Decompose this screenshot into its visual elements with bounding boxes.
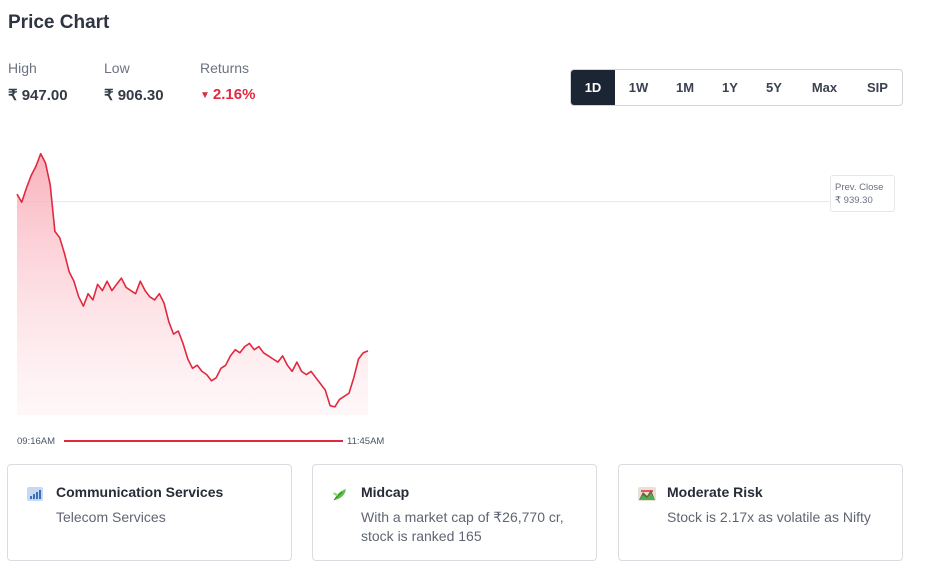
market-cap-card-title: Midcap <box>361 484 410 500</box>
range-1d-button[interactable]: 1D <box>571 70 615 105</box>
stat-returns-label: Returns <box>200 60 250 76</box>
risk-card-title: Moderate Risk <box>667 484 763 500</box>
range-1w-button[interactable]: 1W <box>628 80 649 95</box>
risk-card-desc: Stock is 2.17x as volatile as Nifty <box>667 509 871 525</box>
sector-card-desc: Telecom Services <box>56 509 166 525</box>
risk-card[interactable]: Moderate Risk Stock is 2.17x as volatile… <box>618 464 903 561</box>
market-cap-card-desc: With a market cap of ₹26,770 cr, stock i… <box>361 509 564 544</box>
stat-low-value: ₹ 906.30 <box>104 87 164 104</box>
stat-returns-value: 2.16% <box>212 86 256 103</box>
stat-low: Low ₹ 906.30 <box>104 60 164 104</box>
time-start: 09:16AM <box>17 436 56 447</box>
market-cap-card[interactable]: Midcap With a market cap of ₹26,770 cr, … <box>312 464 597 561</box>
price-chart <box>16 152 830 415</box>
range-1y-button[interactable]: 1Y <box>722 80 738 95</box>
prev-close-label: Prev. Close <box>835 182 884 193</box>
sector-card[interactable]: Communication Services Telecom Services <box>7 464 292 561</box>
stat-high: High ₹ 947.00 <box>8 60 68 104</box>
time-range-selector: 1D 1W 1M 1Y 5Y Max SIP <box>570 69 903 106</box>
sector-card-title: Communication Services <box>56 484 224 500</box>
prev-close-tag: Prev. Close ₹ 939.30 <box>830 175 895 212</box>
stat-low-label: Low <box>104 60 130 76</box>
range-1m-button[interactable]: 1M <box>675 80 695 95</box>
leaf-icon <box>333 489 346 501</box>
prev-close-value: ₹ 939.30 <box>835 195 873 206</box>
range-max-button[interactable]: Max <box>811 80 838 95</box>
signal-bars-icon <box>27 487 43 501</box>
risk-meter-icon <box>638 487 656 501</box>
stat-high-label: High <box>8 60 37 76</box>
time-end: 11:45AM <box>347 436 385 447</box>
page-title: Price Chart <box>8 12 110 33</box>
price-area-fill <box>17 153 368 415</box>
stat-returns-value-wrap: ▼ 2.16% <box>200 86 255 103</box>
time-progress-line <box>64 440 343 442</box>
range-sip-button[interactable]: SIP <box>867 80 888 95</box>
price-line <box>16 152 369 408</box>
down-triangle-icon: ▼ <box>200 90 210 101</box>
stat-returns: Returns ▼ 2.16% <box>200 60 255 103</box>
range-5y-button[interactable]: 5Y <box>766 80 782 95</box>
stat-high-value: ₹ 947.00 <box>8 87 68 104</box>
